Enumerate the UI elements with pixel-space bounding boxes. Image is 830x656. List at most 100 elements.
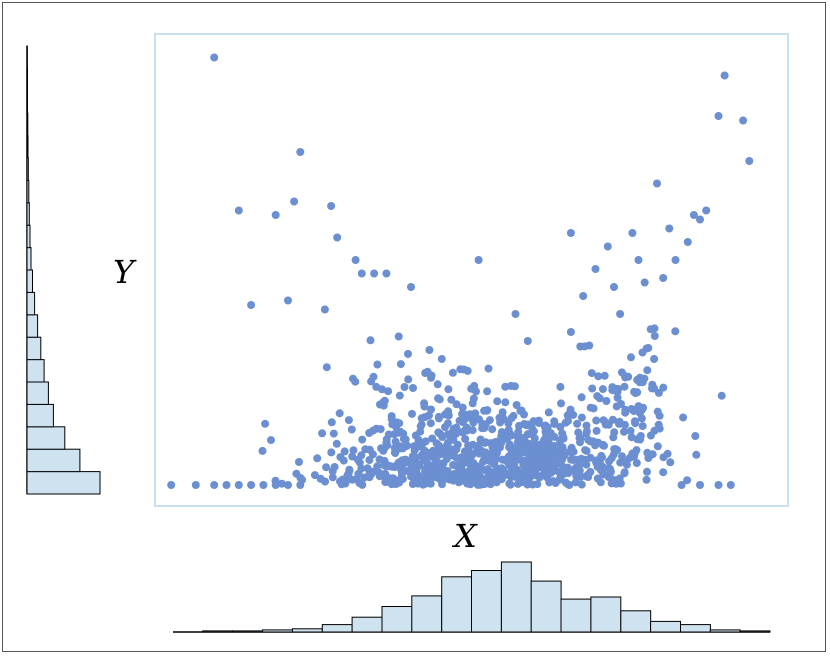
scatter-point bbox=[349, 446, 358, 455]
scatter-point bbox=[295, 458, 303, 466]
scatter-point bbox=[607, 454, 616, 463]
scatter-point bbox=[654, 420, 663, 429]
scatter-point bbox=[458, 410, 467, 418]
scatter-point bbox=[490, 438, 499, 447]
scatter-point bbox=[585, 341, 594, 350]
scatter-point bbox=[592, 426, 601, 435]
scatter-point bbox=[659, 274, 668, 282]
scatter-point bbox=[335, 409, 344, 418]
scatter-point bbox=[602, 397, 611, 405]
scatter-point bbox=[479, 457, 488, 466]
scatter-point bbox=[320, 305, 329, 314]
scatter-point bbox=[247, 481, 256, 489]
scatter-point bbox=[394, 332, 403, 341]
scatter-point bbox=[627, 433, 636, 442]
y-marginal-histogram bbox=[26, 45, 101, 495]
y-histogram-bar bbox=[26, 448, 81, 473]
scatter-point bbox=[534, 416, 543, 425]
scatter-point bbox=[453, 461, 462, 470]
scatter-point bbox=[328, 473, 337, 482]
scatter-point bbox=[327, 418, 336, 427]
scatter-point bbox=[366, 336, 375, 345]
scatter-point bbox=[234, 206, 243, 215]
scatter-point bbox=[550, 419, 559, 428]
scatter-point bbox=[459, 365, 468, 374]
x-histogram-bar bbox=[620, 610, 652, 633]
scatter-point bbox=[322, 363, 331, 372]
scatter-point bbox=[691, 432, 700, 440]
scatter-point bbox=[167, 481, 176, 489]
scatter-point bbox=[426, 479, 435, 488]
x-histogram-bar bbox=[441, 576, 473, 633]
scatter-point bbox=[267, 436, 275, 445]
scatter-point bbox=[563, 463, 572, 472]
scatter-point bbox=[318, 429, 327, 438]
scatter-point bbox=[327, 202, 336, 210]
scatter-point bbox=[425, 346, 434, 354]
scatter-point bbox=[689, 211, 698, 219]
scatter-point bbox=[565, 409, 574, 418]
scatter-point bbox=[633, 388, 642, 397]
scatter-point bbox=[653, 407, 662, 416]
scatter-point bbox=[622, 457, 631, 466]
scatter-point bbox=[423, 367, 432, 376]
scatter-point bbox=[370, 269, 379, 278]
scatter-point bbox=[469, 394, 478, 403]
scatter-point bbox=[400, 383, 409, 391]
scatter-point bbox=[435, 463, 444, 471]
scatter-point bbox=[504, 459, 513, 468]
x-marginal-histogram bbox=[173, 561, 771, 633]
scatter-point bbox=[571, 478, 580, 487]
x-histogram-bar bbox=[650, 620, 681, 633]
scatter-point bbox=[566, 328, 575, 336]
scatter-point bbox=[650, 384, 659, 393]
scatter-point bbox=[522, 421, 531, 430]
y-histogram-bar bbox=[26, 314, 39, 338]
scatter-point bbox=[620, 469, 629, 478]
scatter-point bbox=[643, 467, 651, 476]
x-histogram-bar bbox=[471, 570, 502, 633]
scatter-point bbox=[388, 420, 397, 429]
scatter-point bbox=[426, 451, 435, 460]
scatter-point bbox=[559, 434, 568, 443]
scatter-point bbox=[493, 397, 502, 406]
scatter-point bbox=[556, 382, 565, 391]
scatter-point bbox=[451, 475, 460, 483]
scatter-point bbox=[428, 434, 437, 443]
scatter-point bbox=[696, 481, 704, 489]
scatter-point bbox=[463, 448, 472, 457]
scatter-point bbox=[551, 479, 560, 487]
scatter-point bbox=[617, 400, 625, 408]
scatter-point bbox=[567, 455, 576, 464]
scatter-point bbox=[290, 197, 299, 206]
scatter-point bbox=[679, 413, 688, 422]
scatter-point bbox=[447, 395, 456, 404]
scatter-point bbox=[408, 469, 417, 478]
y-histogram-bar bbox=[26, 247, 32, 271]
scatter-point bbox=[509, 411, 518, 420]
scatter-point bbox=[646, 431, 655, 440]
scatter-point bbox=[550, 460, 559, 469]
scatter-point bbox=[501, 398, 510, 407]
scatter-point bbox=[472, 387, 480, 396]
scatter-point bbox=[603, 242, 612, 251]
scatter-point bbox=[377, 444, 386, 453]
scatter-point bbox=[663, 449, 672, 458]
scatter-point bbox=[563, 480, 572, 489]
scatter-point bbox=[535, 473, 544, 482]
scatter-point bbox=[358, 435, 367, 444]
scatter-point bbox=[582, 460, 591, 469]
scatter-point bbox=[627, 405, 636, 413]
scatter-point bbox=[594, 372, 603, 381]
scatter-point bbox=[258, 446, 267, 455]
scatter-point bbox=[677, 481, 686, 489]
scatter-point bbox=[628, 449, 637, 458]
scatter-point bbox=[493, 465, 502, 474]
scatter-point bbox=[558, 444, 567, 453]
y-histogram-bar bbox=[26, 359, 45, 383]
scatter-point bbox=[618, 452, 626, 461]
scatter-point bbox=[383, 441, 392, 450]
scatter-point bbox=[575, 467, 584, 476]
y-histogram-bar bbox=[26, 291, 36, 316]
